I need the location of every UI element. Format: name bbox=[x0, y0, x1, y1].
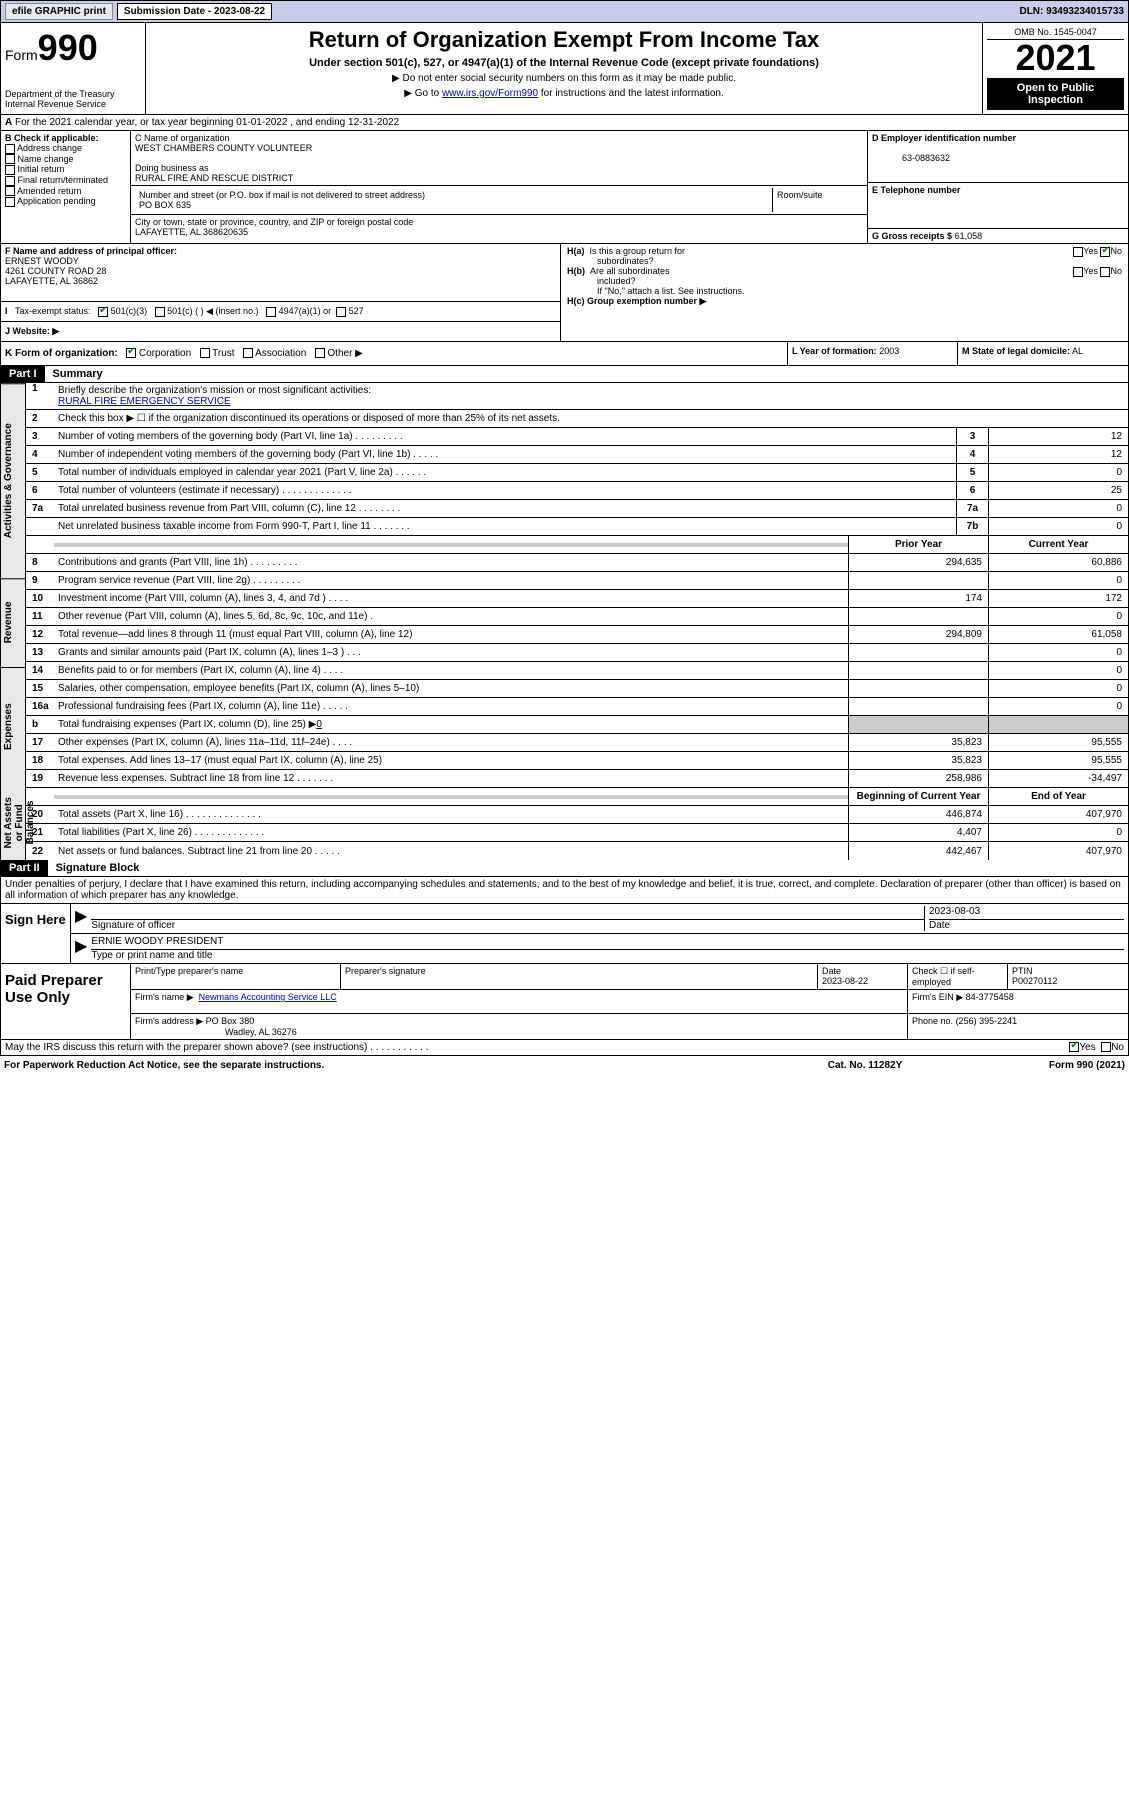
irs-link[interactable]: www.irs.gov/Form990 bbox=[442, 88, 538, 99]
signature-block: Under penalties of perjury, I declare th… bbox=[0, 877, 1129, 964]
header-right: OMB No. 1545-0047 2021 Open to Public In… bbox=[983, 23, 1128, 114]
side-expenses: Expenses bbox=[1, 667, 25, 785]
line-a: A For the 2021 calendar year, or tax yea… bbox=[0, 115, 1129, 131]
box-c: C Name of organizationWEST CHAMBERS COUN… bbox=[131, 131, 868, 243]
footer: For Paperwork Reduction Act Notice, see … bbox=[0, 1056, 1129, 1075]
section-f-h-i-j: F Name and address of principal officer:… bbox=[0, 244, 1129, 342]
section-b-to-g: B Check if applicable: Address change Na… bbox=[0, 131, 1129, 244]
group-return-no-checkbox[interactable] bbox=[1100, 247, 1110, 257]
mission-link[interactable]: RURAL FIRE EMERGENCY SERVICE bbox=[58, 396, 231, 407]
form-subtitle: Under section 501(c), 527, or 4947(a)(1)… bbox=[150, 57, 978, 69]
form-title: Return of Organization Exempt From Incom… bbox=[150, 27, 978, 53]
firm-link[interactable]: Newmans Accounting Service LLC bbox=[199, 992, 337, 1002]
form-word: Form bbox=[5, 47, 38, 63]
submission-date-box: Submission Date - 2023-08-22 bbox=[117, 3, 272, 20]
side-net-assets: Net Assets or Fund Balances bbox=[1, 785, 25, 860]
paid-preparer-label: Paid Preparer Use Only bbox=[1, 964, 131, 1039]
box-d-e-g: D Employer identification number63-08836… bbox=[868, 131, 1128, 243]
header-center: Return of Organization Exempt From Incom… bbox=[146, 23, 983, 114]
name-arrow-icon: ▶ bbox=[75, 936, 87, 961]
header-left: Form990 Department of the Treasury Inter… bbox=[1, 23, 146, 114]
side-revenue: Revenue bbox=[1, 578, 25, 666]
form-header: Form990 Department of the Treasury Inter… bbox=[0, 23, 1129, 115]
top-toolbar: efile GRAPHIC print Submission Date - 20… bbox=[0, 0, 1129, 23]
summary-section: Activities & Governance Revenue Expenses… bbox=[0, 383, 1129, 860]
tax-year: 2021 bbox=[987, 40, 1124, 76]
irs-discuss-row: May the IRS discuss this return with the… bbox=[0, 1040, 1129, 1056]
irs-label: Internal Revenue Service bbox=[5, 99, 141, 109]
part2-header: Part II Signature Block bbox=[0, 860, 1129, 877]
sign-here-label: Sign Here bbox=[1, 904, 71, 963]
discuss-yes-checkbox[interactable] bbox=[1069, 1042, 1079, 1052]
part1-header: Part I Summary bbox=[0, 366, 1129, 383]
section-k-l-m: K Form of organization: Corporation Trus… bbox=[0, 342, 1129, 366]
declaration-text: Under penalties of perjury, I declare th… bbox=[1, 877, 1128, 903]
box-b: B Check if applicable: Address change Na… bbox=[1, 131, 131, 243]
corporation-checkbox[interactable] bbox=[126, 348, 136, 358]
paid-preparer-block: Paid Preparer Use Only Print/Type prepar… bbox=[0, 964, 1129, 1040]
dept-label: Department of the Treasury bbox=[5, 89, 141, 99]
side-activities: Activities & Governance bbox=[1, 383, 25, 578]
open-to-public: Open to Public Inspection bbox=[987, 78, 1124, 110]
efile-print-button[interactable]: efile GRAPHIC print bbox=[5, 3, 113, 20]
form-number: 990 bbox=[38, 27, 98, 68]
form-note1: ▶ Do not enter social security numbers o… bbox=[150, 73, 978, 84]
501c3-checkbox[interactable] bbox=[98, 307, 108, 317]
form-note2: ▶ Go to www.irs.gov/Form990 for instruct… bbox=[150, 88, 978, 99]
signature-arrow-icon: ▶ bbox=[75, 906, 87, 931]
dln-label: DLN: 93493234015733 bbox=[1019, 6, 1124, 17]
